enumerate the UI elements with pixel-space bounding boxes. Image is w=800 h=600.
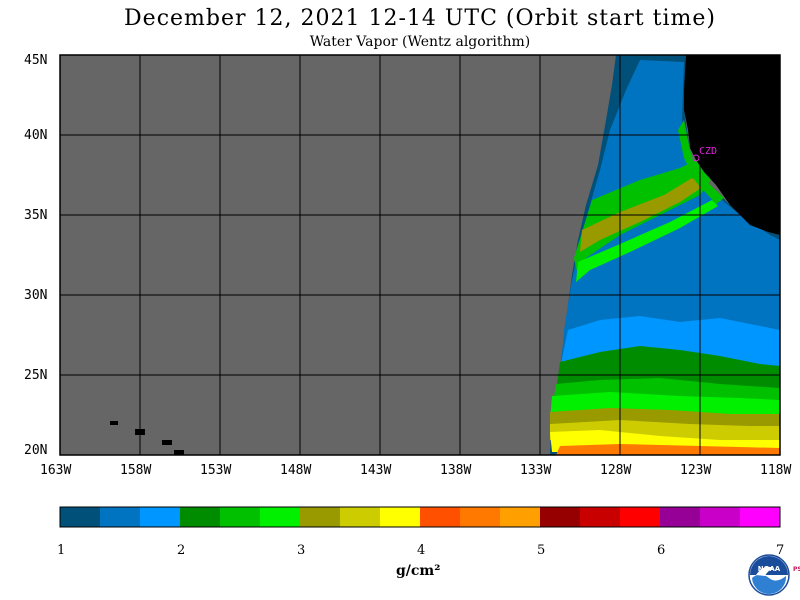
band-green-bright: [576, 200, 718, 282]
noaa-logo-icon: NOAA: [748, 554, 790, 596]
island-maui: [162, 440, 172, 445]
colorbar-unit: g/cm²: [396, 563, 441, 579]
psl-text: PSL: [793, 566, 800, 573]
colorbar-segment: [60, 507, 101, 527]
colorbar-segment: [740, 507, 781, 527]
city-label: CZD: [699, 146, 718, 157]
island-hawaii: [174, 450, 184, 455]
lon-label-133w: 133W: [520, 463, 552, 478]
colorbar-tick-7: 7: [776, 543, 785, 558]
island-kauai: [110, 421, 118, 425]
colorbar-segment: [300, 507, 341, 527]
colorbar-segment: [340, 507, 381, 527]
page-title: December 12, 2021 12-14 UTC (Orbit start…: [124, 6, 716, 31]
map-grid: [60, 55, 780, 455]
lat-label-40n: 40N: [24, 128, 48, 143]
colorbar-segment: [180, 507, 221, 527]
lon-label-128w: 128W: [600, 463, 632, 478]
noaa-logo-text: NOAA: [758, 565, 781, 573]
lat-label-35n: 35N: [24, 208, 48, 223]
lon-label-118w: 118W: [760, 463, 792, 478]
lon-label-123w: 123W: [680, 463, 712, 478]
coastal-strip: [678, 120, 724, 204]
colorbar-segment: [420, 507, 461, 527]
colorbar-tick-6: 6: [657, 543, 666, 558]
colorbar-tick-4: 4: [417, 543, 426, 558]
colorbar-segment: [620, 507, 661, 527]
lon-label-143w: 143W: [360, 463, 392, 478]
colorbar-segment: [140, 507, 181, 527]
lat-label-25n: 25N: [24, 368, 48, 383]
colorbar-segment: [100, 507, 141, 527]
lon-label-153w: 153W: [200, 463, 232, 478]
lon-label-138w: 138W: [440, 463, 472, 478]
swath-blue-mid: [560, 60, 780, 380]
colorbar-segment: [580, 507, 621, 527]
lat-label-30n: 30N: [24, 288, 48, 303]
colorbar-frame: [59, 506, 781, 528]
lon-label-148w: 148W: [280, 463, 312, 478]
colorbar-tick-3: 3: [297, 543, 306, 558]
lon-label-163w: 163W: [40, 463, 72, 478]
colorbar-segment: [500, 507, 541, 527]
colorbar-segment: [660, 507, 701, 527]
page-subtitle: Water Vapor (Wentz algorithm): [309, 34, 531, 50]
colorbar-segment: [260, 507, 301, 527]
colorbar-segment: [220, 507, 261, 527]
colorbar: [60, 507, 781, 527]
lat-label-20n: 20N: [24, 443, 48, 458]
land-north-america: [684, 55, 780, 235]
colorbar-segment: [460, 507, 501, 527]
colorbar-segment: [540, 507, 581, 527]
lat-label-45n: 45N: [24, 53, 48, 68]
colorbar-tick-5: 5: [537, 543, 546, 558]
colorbar-segment: [700, 507, 741, 527]
band-orange: [556, 444, 780, 455]
colorbar-tick-1: 1: [57, 543, 66, 558]
colorbar-segment: [380, 507, 421, 527]
map-frame: [59, 54, 781, 456]
colorbar-tick-2: 2: [177, 543, 186, 558]
lon-label-158w: 158W: [120, 463, 152, 478]
city-marker: [692, 154, 700, 162]
